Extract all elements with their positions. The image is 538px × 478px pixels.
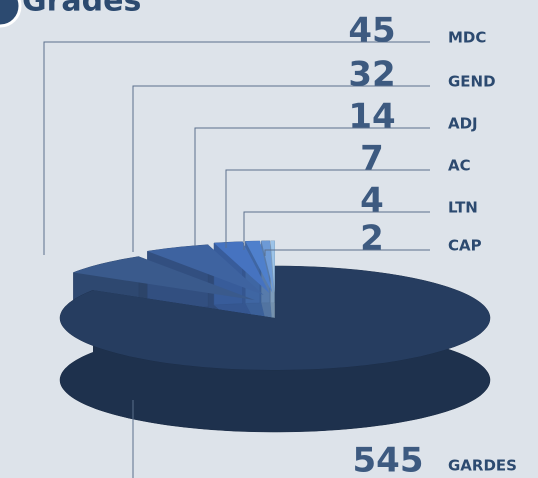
value-label: 4 xyxy=(360,181,384,221)
slice xyxy=(147,244,264,295)
leader-line xyxy=(43,41,430,255)
leader-line xyxy=(225,169,430,248)
title-badge xyxy=(0,0,22,28)
category-label: ADJ xyxy=(448,115,478,133)
category-label: GEND xyxy=(448,73,496,91)
value-label: 7 xyxy=(360,139,384,179)
category-label: AC xyxy=(448,157,471,175)
slice xyxy=(214,241,270,294)
leader-line xyxy=(264,249,430,256)
value-label: 14 xyxy=(348,97,395,137)
chart-title: Grades xyxy=(22,0,141,19)
category-label: CAP xyxy=(448,237,482,255)
slice xyxy=(270,240,275,293)
leader-line xyxy=(132,85,430,252)
leader-line xyxy=(132,400,134,478)
value-label: 2 xyxy=(360,219,384,259)
value-label: 32 xyxy=(348,55,395,95)
leader-line xyxy=(243,211,430,250)
slice xyxy=(60,266,490,370)
category-label: LTN xyxy=(448,199,478,217)
value-label: 45 xyxy=(348,11,395,51)
category-label: MDC xyxy=(448,29,486,47)
leader-line xyxy=(194,127,430,246)
category-label: GARDES xyxy=(448,457,517,475)
slice xyxy=(245,241,273,293)
value-label: 545 xyxy=(353,441,424,478)
slice xyxy=(73,256,256,301)
